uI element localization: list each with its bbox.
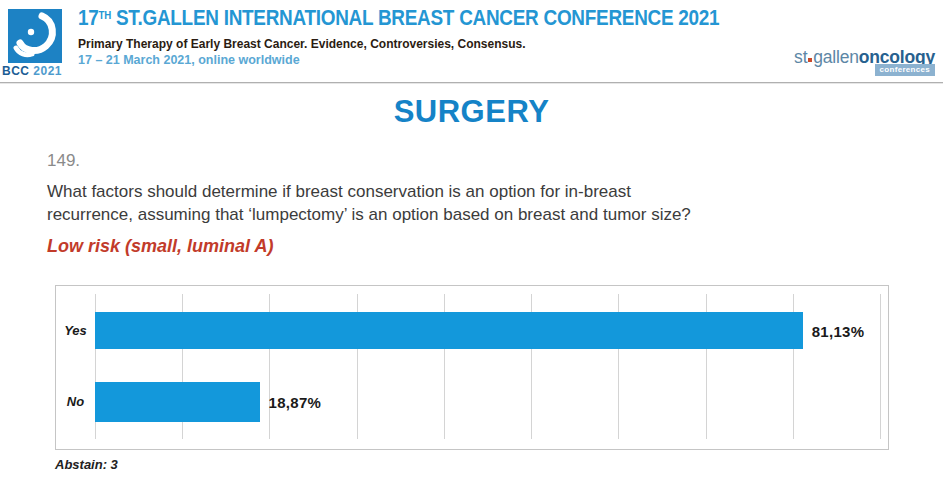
bar-no (95, 382, 260, 422)
poll-results-chart: 81,13% 18,87% Yes No (55, 285, 889, 450)
bar-yes (95, 312, 803, 349)
title-ordinal: TH (99, 9, 111, 21)
gridline (880, 294, 881, 439)
conference-subtitle: Primary Therapy of Early Breast Cancer. … (78, 37, 526, 51)
brand-dot-icon (808, 58, 812, 62)
question-line-1: What factors should determine if breast … (47, 181, 691, 204)
bcc-logo-caption: BCC 2021 (2, 64, 68, 78)
bcc-logo (8, 9, 62, 63)
brand-gallen: gallen (813, 47, 859, 67)
bar-row: 18,87% (95, 382, 880, 422)
page-title: SURGERY (0, 94, 943, 130)
header-divider (0, 82, 943, 84)
title-number: 17 (78, 6, 99, 30)
conference-dates: 17 – 21 March 2021, online worldwide (78, 53, 300, 67)
question-subgroup: Low risk (small, luminal A) (47, 236, 273, 257)
plot-area: 81,13% 18,87% (95, 286, 880, 449)
bcc-logo-year: 2021 (33, 64, 62, 78)
abstain-note: Abstain: 3 (55, 457, 118, 472)
question-number: 149. (47, 151, 80, 171)
brand-st: st (794, 47, 807, 67)
bcc-logo-text: BCC (2, 64, 30, 78)
category-label-yes: Yes (56, 312, 95, 349)
title-rest: ST.GALLEN INTERNATIONAL BREAST CANCER CO… (111, 6, 719, 30)
conference-title: 17TH ST.GALLEN INTERNATIONAL BREAST CANC… (78, 6, 807, 31)
bar-value-label: 81,13% (812, 322, 865, 339)
question-line-2: recurrence, assuming that ‘lumpectomy’ i… (47, 204, 691, 227)
slide: BCC 2021 17TH ST.GALLEN INTERNATIONAL BR… (0, 0, 943, 492)
bar-row: 81,13% (95, 312, 880, 349)
bar-value-label: 18,87% (269, 394, 322, 411)
brand-conferences-badge: conferences (875, 64, 935, 76)
category-label-no: No (56, 382, 95, 422)
question-text: What factors should determine if breast … (47, 181, 691, 226)
swan-icon (8, 9, 62, 63)
